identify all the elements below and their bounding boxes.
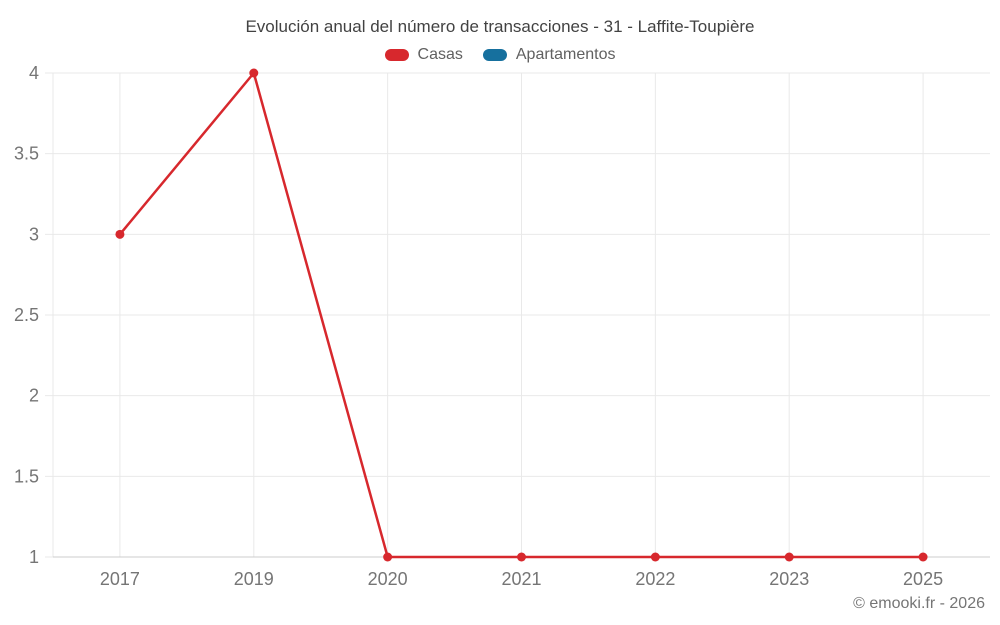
chart-title: Evolución anual del número de transaccio…: [245, 17, 755, 36]
x-tick-label: 2023: [769, 569, 809, 589]
chart-legend: Casas Apartamentos: [0, 45, 1000, 65]
data-point-casas-2021[interactable]: [517, 552, 526, 562]
data-point-casas-2019[interactable]: [249, 68, 259, 78]
y-tick-label: 1.5: [14, 466, 39, 486]
y-tick-label: 3.5: [14, 144, 39, 164]
y-tick-label: 3: [29, 224, 39, 244]
x-tick-label: 2020: [368, 569, 408, 589]
x-tick-label: 2019: [234, 569, 274, 589]
y-tick-label: 1: [29, 547, 39, 567]
legend-item-apartamentos[interactable]: Apartamentos: [482, 45, 616, 65]
legend-item-casas[interactable]: Casas: [384, 45, 463, 65]
y-tick-label: 2.5: [14, 305, 39, 325]
x-tick-label: 2022: [635, 569, 675, 589]
data-point-casas-2022[interactable]: [650, 552, 660, 562]
legend-swatch-apartamentos-icon: [482, 49, 507, 61]
data-point-casas-2020[interactable]: [383, 552, 393, 562]
x-tick-label: 2017: [100, 569, 140, 589]
data-point-casas-2017[interactable]: [115, 229, 125, 239]
x-tick-label: 2025: [903, 569, 943, 589]
legend-label-apartamentos: Apartamentos: [515, 46, 616, 63]
y-tick-label: 2: [29, 386, 39, 406]
legend-swatch-casas-icon: [384, 49, 409, 61]
legend-label-casas: Casas: [417, 46, 463, 63]
data-point-casas-2025[interactable]: [918, 552, 928, 562]
y-tick-label: 4: [29, 63, 39, 83]
data-point-casas-2023[interactable]: [784, 552, 794, 562]
x-tick-label: 2021: [501, 569, 541, 589]
copyright-credit: © emooki.fr - 2026: [853, 595, 985, 612]
